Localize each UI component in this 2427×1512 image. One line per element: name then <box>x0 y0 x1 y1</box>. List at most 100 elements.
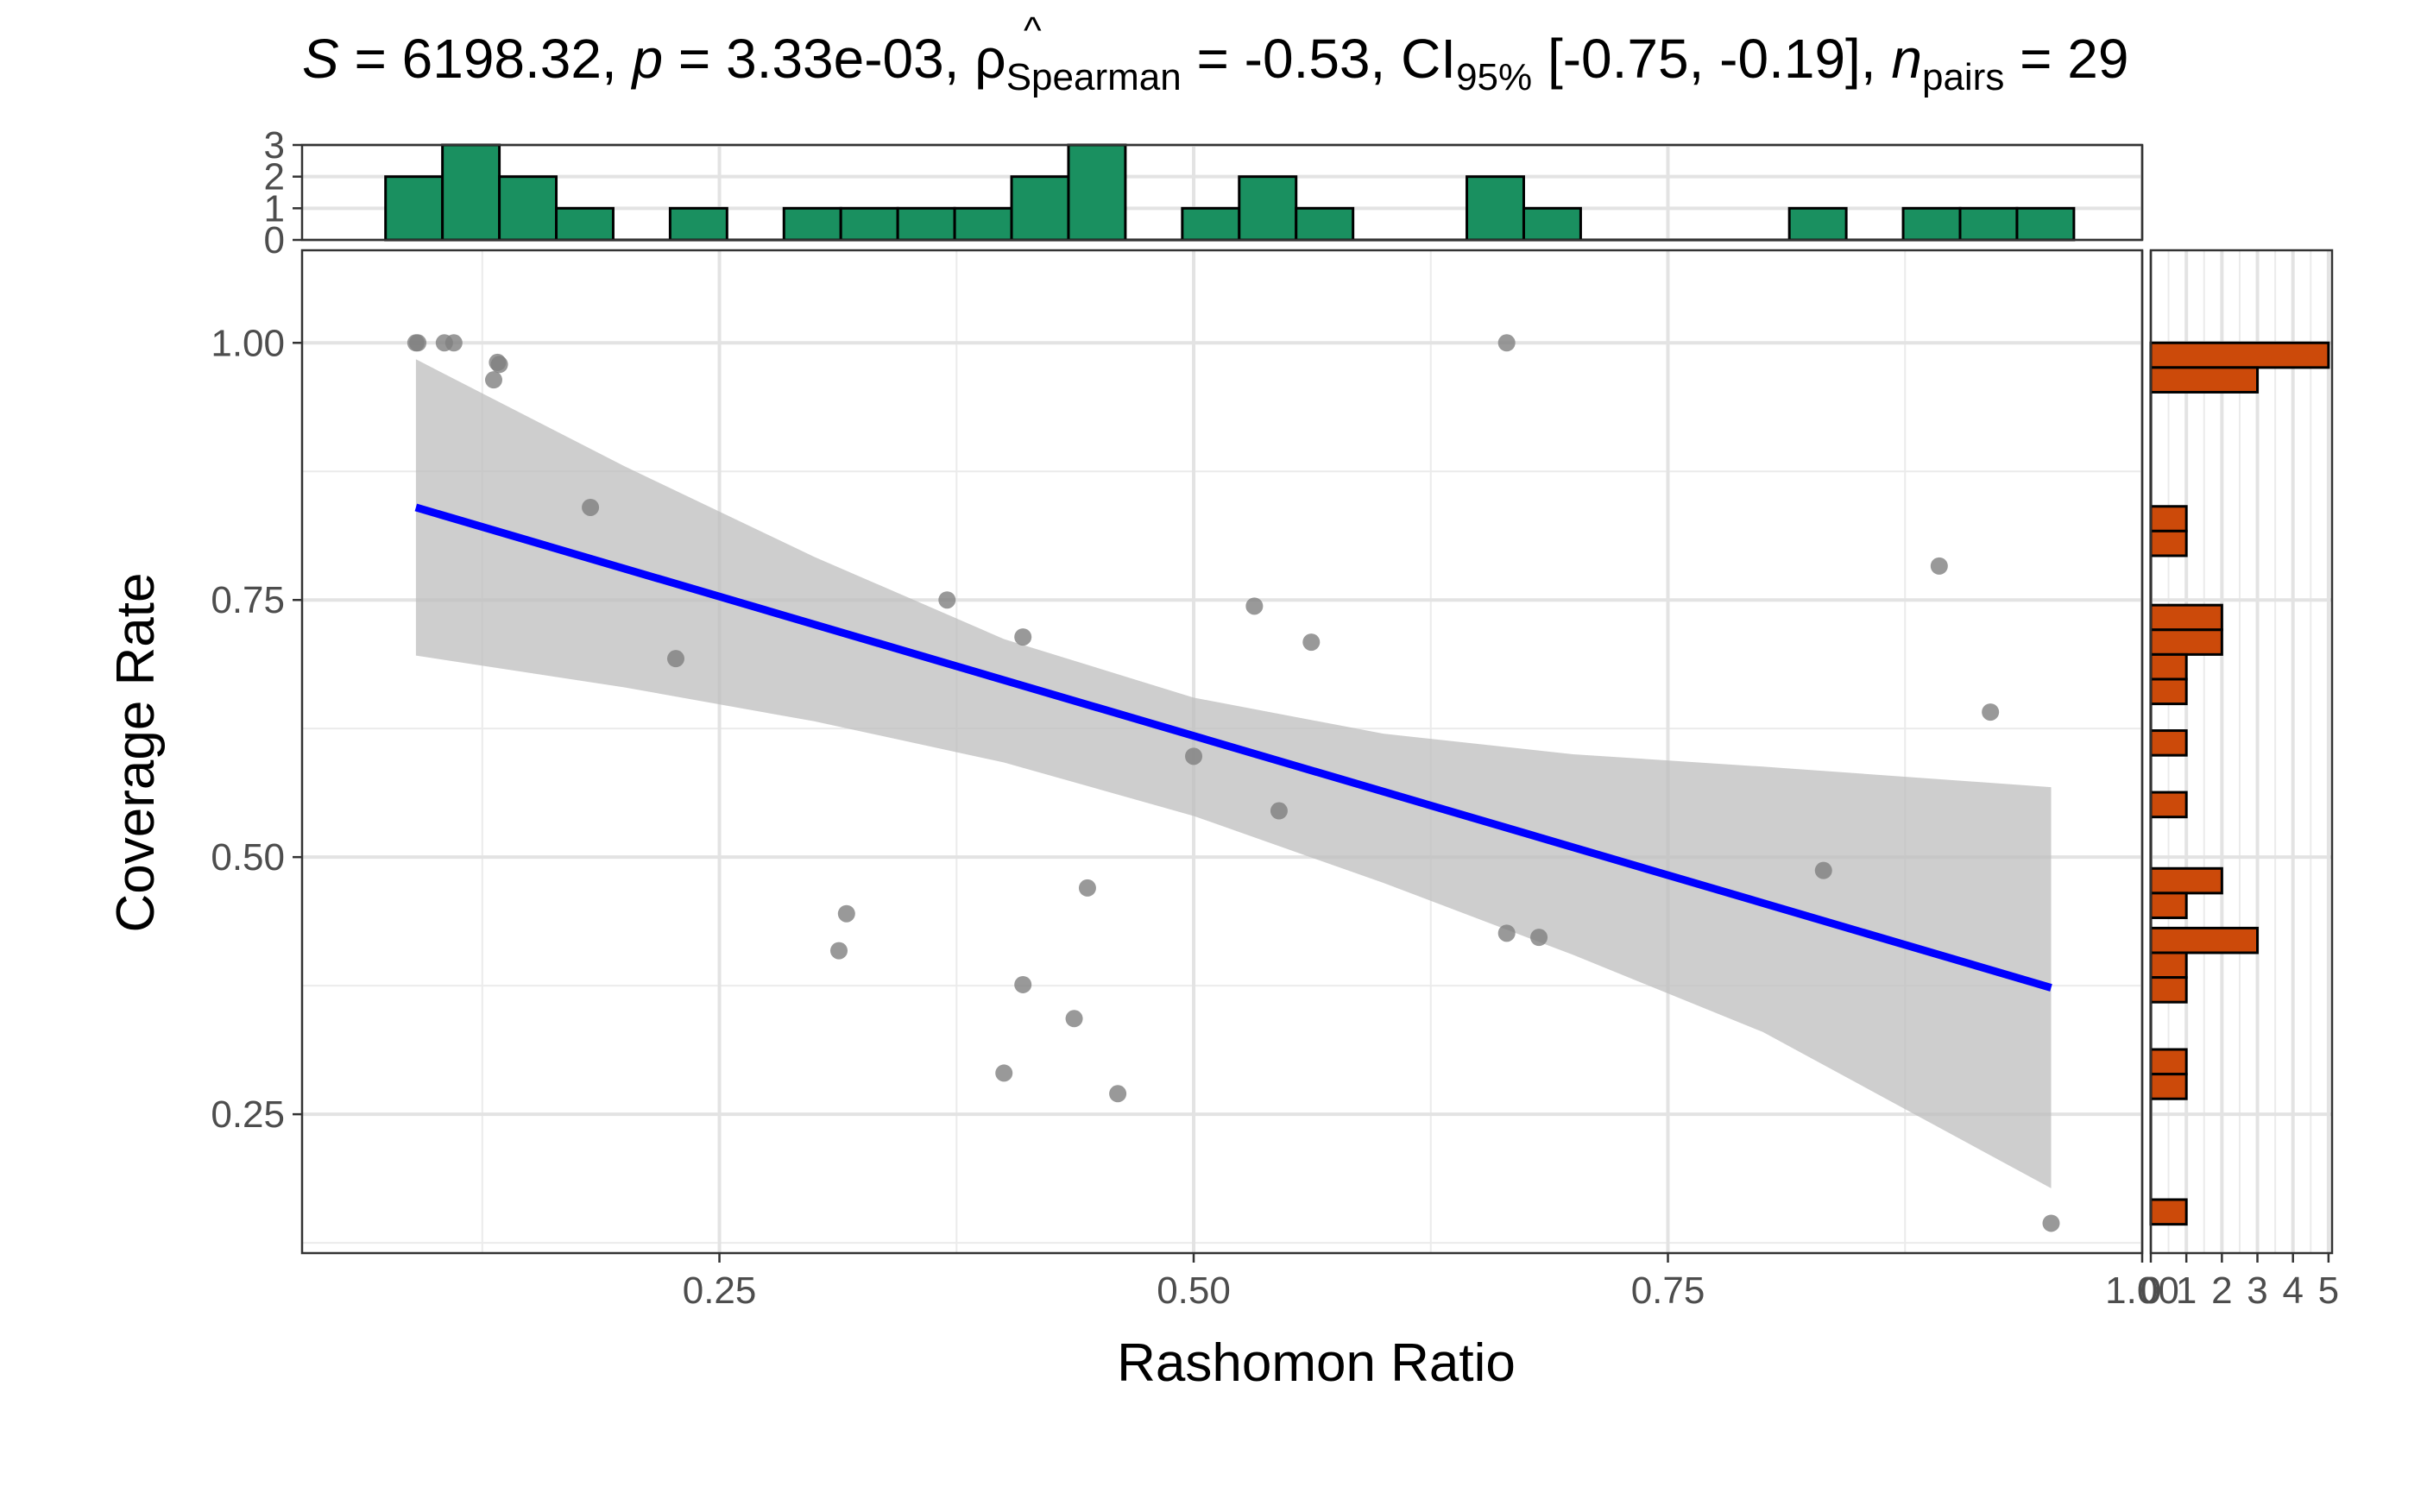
top-histogram-bar <box>782 206 842 242</box>
scatter-point <box>490 356 508 374</box>
scatter-panel: 0.25 0.50 0.75 1.00 0.25 0.50 0.75 1.00 <box>211 249 2179 1312</box>
right-histogram-bar <box>2149 628 2223 656</box>
scatter-point <box>1497 334 1516 352</box>
scatter-point <box>1078 879 1096 897</box>
right-histogram-bar <box>2149 677 2188 706</box>
right-histogram-bar <box>2149 505 2188 532</box>
scatter-point <box>1065 1010 1083 1028</box>
scatter-point <box>1185 747 1203 765</box>
top-histogram-tick-label: 2 <box>264 156 285 198</box>
right-histogram-bar <box>2149 1073 2188 1100</box>
top-histogram-bar <box>1010 175 1070 242</box>
title-n-value: = 29 <box>2004 28 2128 90</box>
scatter-point <box>2042 1214 2060 1232</box>
title-s-value: = 6198.32, <box>339 28 633 90</box>
top-histogram-bar <box>839 206 899 242</box>
right-histogram-bar <box>2149 791 2188 819</box>
regression-line <box>414 503 2052 992</box>
top-histogram-bar <box>498 175 558 242</box>
title-p-value: = 3.33e-03, <box>663 28 974 90</box>
scatter-point <box>1497 924 1516 942</box>
top-histogram-bar <box>1958 206 2019 242</box>
scatter-point <box>1014 628 1032 646</box>
scatter-point <box>1014 975 1032 993</box>
x-tick-label: 1.00 <box>2105 1269 2179 1312</box>
right-histogram-tick-label: 5 <box>2318 1269 2339 1312</box>
y-axis-title: Coverage Rate <box>106 572 166 932</box>
scatter-point <box>666 650 684 668</box>
scatter-point <box>1530 929 1548 947</box>
scatter-point <box>1270 802 1288 820</box>
y-tick-label: 1.00 <box>211 322 285 364</box>
scatter-point <box>409 334 427 352</box>
right-histogram-bar <box>2149 603 2223 632</box>
right-histogram-bar <box>2149 891 2188 919</box>
y-tick-label: 0.75 <box>211 579 285 621</box>
y-tick-label: 0.25 <box>211 1093 285 1136</box>
top-histogram-tick-label: 3 <box>264 124 285 167</box>
title-p-symbol: p <box>631 28 664 90</box>
top-histogram-border <box>300 143 2144 242</box>
scatter-point <box>1814 861 1832 879</box>
top-histogram-bar <box>953 206 1013 242</box>
title-rho-value: = -0.53, CI <box>1182 28 1456 90</box>
right-histogram-bar <box>2149 341 2330 369</box>
scatter-point <box>444 334 463 352</box>
y-tick-label: 0.50 <box>211 836 285 879</box>
top-histogram-bar <box>2015 206 2076 242</box>
chart-title: S = 6198.32, p = 3.33e-03, ρSpearman = -… <box>302 28 2128 98</box>
title-ci-subscript: 95% <box>1456 56 1532 98</box>
right-histogram-bar <box>2149 976 2188 1004</box>
right-histogram-bar <box>2149 926 2260 954</box>
top-histogram-bar <box>1466 175 1525 242</box>
top-histogram-bar <box>1238 175 1298 242</box>
top-histogram-tick-label: 0 <box>264 219 285 261</box>
scatter-point <box>582 498 600 516</box>
right-histogram-tick-label: 0 <box>2140 1269 2161 1312</box>
top-histogram-bar <box>668 206 728 242</box>
title-rho-subscript: Spearman <box>1006 56 1182 98</box>
top-histogram-bar <box>384 175 444 242</box>
scatter-point <box>837 904 855 923</box>
right-histogram-bar <box>2149 1198 2188 1226</box>
top-histogram-bar <box>1522 206 1582 242</box>
right-histogram-bar <box>2149 729 2188 757</box>
rho-hat-mark: ^ <box>1024 9 1042 52</box>
scatter-point <box>1302 633 1321 652</box>
top-histogram-bar <box>1295 206 1355 242</box>
x-tick-label: 0.25 <box>683 1269 757 1312</box>
right-histogram-bar <box>2149 529 2188 558</box>
scatter-point <box>1982 703 2000 721</box>
right-histogram-tick-label: 1 <box>2176 1269 2197 1312</box>
scatter-point <box>995 1064 1013 1082</box>
right-histogram-tick-label: 4 <box>2282 1269 2303 1312</box>
top-histogram-bar <box>555 206 615 242</box>
panel-border <box>300 249 2144 1255</box>
right-histogram-bar <box>2149 652 2188 681</box>
scatter-point <box>1930 557 1948 575</box>
scatter-point <box>938 591 956 609</box>
top-histogram-tick-label: 1 <box>264 187 285 230</box>
top-histogram-bar <box>441 143 501 242</box>
x-axis-title: Rashomon Ratio <box>1117 1333 1516 1393</box>
x-tick-label: 0.75 <box>1631 1269 1705 1312</box>
x-tick-label: 0.50 <box>1157 1269 1231 1312</box>
title-n-subscript: pairs <box>1922 56 2004 98</box>
title-n-symbol: n <box>1891 28 1922 90</box>
top-histogram-bar <box>896 206 956 242</box>
scatter-point <box>1245 597 1264 615</box>
top-histogram-bar <box>1787 206 1848 242</box>
scatter-point <box>830 942 848 960</box>
title-ci-value: [-0.75, -0.19], <box>1532 28 1891 90</box>
right-histogram-bar <box>2149 866 2223 895</box>
confidence-band <box>415 359 2052 1188</box>
scatter-point <box>1109 1085 1127 1103</box>
top-histogram-bar <box>1181 206 1241 242</box>
right-histogram-bar <box>2149 1048 2188 1076</box>
right-histogram-tick-label: 3 <box>2247 1269 2267 1312</box>
right-histogram-bar <box>2149 366 2260 394</box>
right-histogram-tick-label: 2 <box>2211 1269 2232 1312</box>
